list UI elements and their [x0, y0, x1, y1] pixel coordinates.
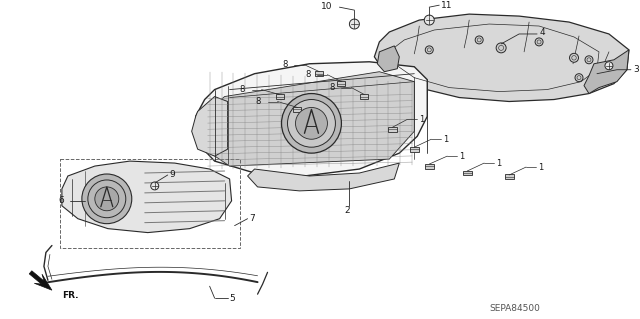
Circle shape: [475, 36, 483, 44]
Circle shape: [575, 74, 583, 82]
Text: 1: 1: [538, 163, 543, 172]
Text: 8: 8: [305, 70, 311, 79]
Circle shape: [95, 187, 119, 211]
Bar: [410, 147, 419, 152]
Text: 1: 1: [460, 152, 465, 161]
Bar: [463, 171, 472, 175]
Circle shape: [82, 174, 132, 224]
Bar: [276, 94, 284, 99]
Text: 5: 5: [230, 294, 236, 303]
Bar: [504, 174, 514, 180]
Polygon shape: [378, 46, 399, 72]
Circle shape: [535, 38, 543, 46]
Text: 8: 8: [255, 97, 261, 106]
Text: 4: 4: [539, 28, 545, 37]
Circle shape: [425, 46, 433, 54]
Circle shape: [424, 15, 435, 25]
Circle shape: [287, 100, 335, 147]
Circle shape: [570, 53, 579, 62]
Text: 2: 2: [344, 206, 350, 215]
Bar: [360, 94, 369, 99]
Text: 11: 11: [441, 1, 452, 10]
Circle shape: [88, 180, 126, 218]
Text: 10: 10: [321, 2, 333, 11]
Circle shape: [296, 108, 328, 139]
Circle shape: [496, 43, 506, 53]
Bar: [316, 71, 323, 76]
Polygon shape: [248, 163, 399, 191]
Circle shape: [151, 182, 159, 190]
Text: 8: 8: [239, 85, 245, 94]
Bar: [337, 81, 346, 86]
Polygon shape: [62, 161, 232, 233]
Polygon shape: [29, 271, 52, 290]
Polygon shape: [196, 62, 428, 176]
Text: 8: 8: [282, 60, 288, 69]
Circle shape: [585, 56, 593, 64]
Text: 1: 1: [419, 115, 424, 124]
Text: 9: 9: [170, 170, 175, 180]
Text: 7: 7: [250, 214, 255, 223]
Circle shape: [282, 93, 341, 153]
Text: SEPA84500: SEPA84500: [489, 304, 540, 313]
Polygon shape: [584, 50, 629, 93]
Text: 8: 8: [330, 83, 335, 92]
Polygon shape: [374, 14, 629, 101]
Circle shape: [605, 62, 613, 70]
Bar: [425, 164, 434, 168]
Text: 6: 6: [58, 196, 63, 205]
Text: 3: 3: [633, 65, 639, 74]
Polygon shape: [191, 97, 228, 156]
Polygon shape: [205, 72, 414, 166]
Text: FR.: FR.: [62, 291, 78, 300]
Text: 1: 1: [444, 135, 449, 144]
Bar: [388, 127, 397, 132]
Circle shape: [349, 19, 360, 29]
Bar: [294, 107, 301, 112]
Text: 1: 1: [496, 159, 501, 167]
